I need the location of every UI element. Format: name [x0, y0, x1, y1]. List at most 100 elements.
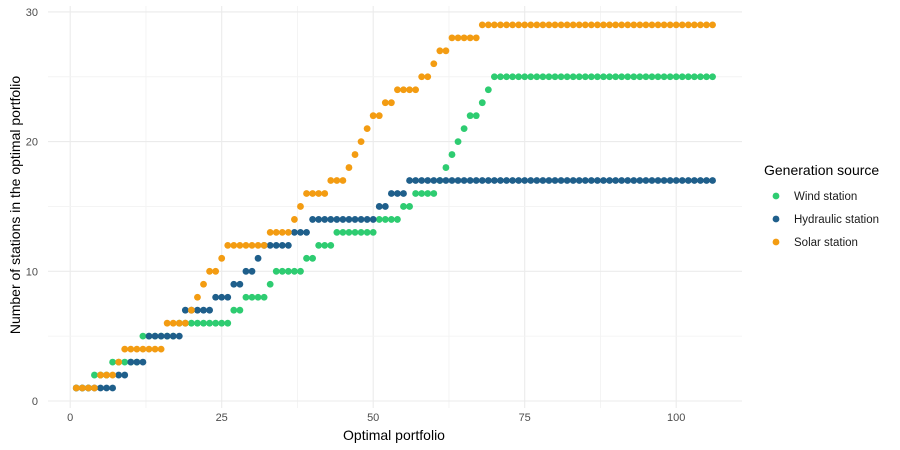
x-tick-label: 0: [67, 412, 73, 424]
data-point: [351, 151, 359, 158]
data-point: [454, 34, 462, 42]
data-point: [660, 177, 668, 184]
data-point: [272, 267, 280, 275]
data-point: [412, 190, 420, 197]
legend-key: [772, 192, 780, 200]
data-point: [163, 319, 171, 327]
data-point: [321, 241, 329, 249]
data-point: [454, 138, 462, 146]
data-point: [606, 177, 613, 184]
data-point: [91, 371, 98, 379]
data-point: [642, 177, 650, 184]
data-point: [630, 21, 638, 29]
data-point: [624, 21, 632, 29]
data-point: [72, 384, 80, 392]
data-point: [115, 371, 123, 379]
data-point: [448, 151, 456, 158]
data-point: [394, 216, 401, 223]
data-point: [430, 177, 438, 184]
data-point: [230, 306, 238, 314]
data-point: [297, 228, 304, 236]
data-point: [551, 73, 559, 81]
data-point: [387, 190, 395, 197]
data-point: [151, 345, 159, 353]
data-point: [121, 371, 129, 379]
data-point: [630, 73, 638, 81]
data-point: [248, 267, 256, 275]
data-point: [260, 241, 268, 249]
legend-label: Solar station: [794, 237, 858, 249]
data-points: [72, 21, 716, 392]
data-point: [78, 384, 86, 392]
data-point: [163, 332, 171, 340]
data-point: [642, 73, 650, 81]
data-point: [594, 73, 601, 81]
data-point: [291, 216, 298, 223]
legend-key: [772, 238, 780, 246]
data-point: [272, 228, 280, 236]
data-point: [466, 34, 474, 42]
data-point: [636, 21, 644, 29]
data-point: [181, 306, 189, 314]
data-point: [188, 319, 195, 327]
data-point: [678, 73, 686, 81]
data-point: [642, 21, 650, 29]
data-point: [503, 73, 510, 81]
data-point: [569, 73, 577, 81]
data-point: [551, 21, 559, 29]
data-point: [630, 177, 638, 184]
data-point: [224, 241, 232, 249]
data-point: [351, 228, 359, 236]
data-point: [666, 73, 674, 81]
data-point: [321, 216, 329, 223]
data-point: [484, 86, 492, 94]
data-point: [236, 306, 244, 314]
data-point: [545, 177, 553, 184]
data-point: [291, 267, 298, 275]
data-point: [678, 177, 686, 184]
data-point: [666, 177, 674, 184]
data-point: [169, 319, 177, 327]
data-point: [369, 112, 377, 120]
data-point: [412, 177, 420, 184]
data-point: [515, 21, 523, 29]
data-point: [600, 21, 607, 29]
legend-key: [772, 215, 780, 223]
data-point: [581, 73, 589, 81]
data-point: [230, 280, 238, 288]
data-point: [97, 371, 104, 379]
data-point: [709, 73, 716, 81]
data-point: [387, 216, 395, 223]
data-point: [194, 306, 201, 314]
data-point: [169, 332, 177, 340]
data-point: [575, 177, 583, 184]
data-point: [442, 164, 450, 171]
data-point: [206, 306, 213, 314]
data-point: [363, 228, 371, 236]
data-point: [672, 73, 680, 81]
data-point: [145, 345, 153, 353]
data-point: [139, 332, 147, 340]
data-point: [678, 21, 686, 29]
data-point: [266, 228, 274, 236]
y-axis-title: Number of stations in the optimal portfo…: [7, 76, 23, 335]
data-point: [406, 86, 413, 94]
data-point: [509, 21, 516, 29]
data-point: [442, 177, 450, 184]
x-tick-label: 100: [667, 412, 685, 424]
data-point: [327, 241, 335, 249]
data-point: [569, 21, 577, 29]
data-point: [109, 371, 117, 379]
data-point: [339, 177, 347, 184]
data-point: [600, 73, 607, 81]
data-point: [84, 384, 92, 392]
data-point: [194, 319, 201, 327]
data-point: [587, 73, 595, 81]
data-point: [472, 34, 480, 42]
data-point: [224, 293, 232, 301]
data-point: [606, 73, 613, 81]
data-point: [103, 384, 110, 392]
data-point: [497, 177, 504, 184]
data-point: [363, 125, 371, 133]
data-point: [478, 177, 486, 184]
